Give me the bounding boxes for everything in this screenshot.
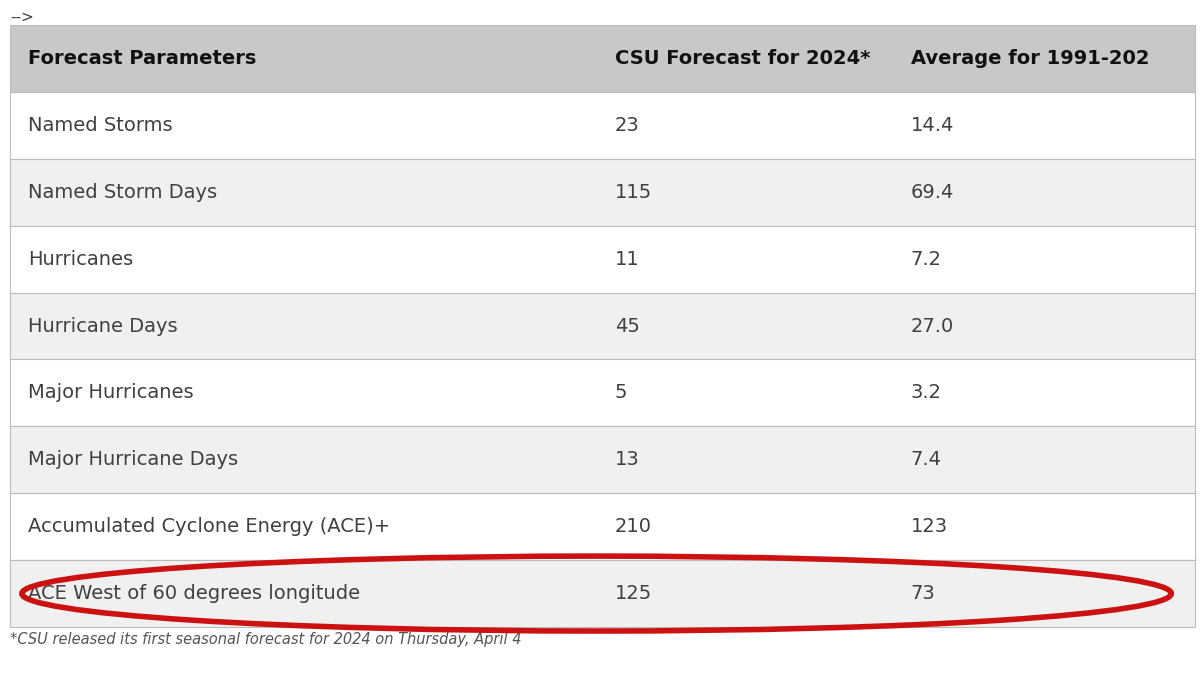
Bar <box>10 560 1195 627</box>
Text: 27.0: 27.0 <box>911 317 954 335</box>
Bar <box>10 159 1195 225</box>
Bar <box>10 292 1195 360</box>
Text: 7.4: 7.4 <box>911 450 942 469</box>
Text: 115: 115 <box>614 183 652 202</box>
Text: Forecast Parameters: Forecast Parameters <box>28 49 257 68</box>
Text: Hurricanes: Hurricanes <box>28 250 133 269</box>
Bar <box>10 92 1195 159</box>
Bar <box>10 25 1195 92</box>
Text: 73: 73 <box>911 584 936 603</box>
Text: 3.2: 3.2 <box>911 383 942 402</box>
Bar <box>10 360 1195 427</box>
Text: 45: 45 <box>614 317 640 335</box>
Text: 14.4: 14.4 <box>911 116 954 135</box>
Bar <box>10 493 1195 560</box>
Text: Average for 1991-202: Average for 1991-202 <box>911 49 1150 68</box>
Text: Accumulated Cyclone Energy (ACE)+: Accumulated Cyclone Energy (ACE)+ <box>28 517 390 536</box>
Text: -->: --> <box>10 10 34 25</box>
Text: Major Hurricane Days: Major Hurricane Days <box>28 450 238 469</box>
Text: Named Storm Days: Named Storm Days <box>28 183 217 202</box>
Text: 7.2: 7.2 <box>911 250 942 269</box>
Text: *CSU released its first seasonal forecast for 2024 on Thursday, April 4: *CSU released its first seasonal forecas… <box>10 632 522 647</box>
Text: 69.4: 69.4 <box>911 183 954 202</box>
Text: 5: 5 <box>614 383 628 402</box>
Text: 123: 123 <box>911 517 948 536</box>
Text: Named Storms: Named Storms <box>28 116 173 135</box>
Text: Hurricane Days: Hurricane Days <box>28 317 178 335</box>
Text: ACE West of 60 degrees longitude: ACE West of 60 degrees longitude <box>28 584 360 603</box>
Text: 125: 125 <box>614 584 652 603</box>
Text: 13: 13 <box>614 450 640 469</box>
Text: CSU Forecast for 2024*: CSU Forecast for 2024* <box>614 49 870 68</box>
Text: Major Hurricanes: Major Hurricanes <box>28 383 193 402</box>
Text: 210: 210 <box>614 517 652 536</box>
Text: 23: 23 <box>614 116 640 135</box>
Text: 11: 11 <box>614 250 640 269</box>
Bar <box>10 427 1195 493</box>
Bar <box>10 225 1195 292</box>
